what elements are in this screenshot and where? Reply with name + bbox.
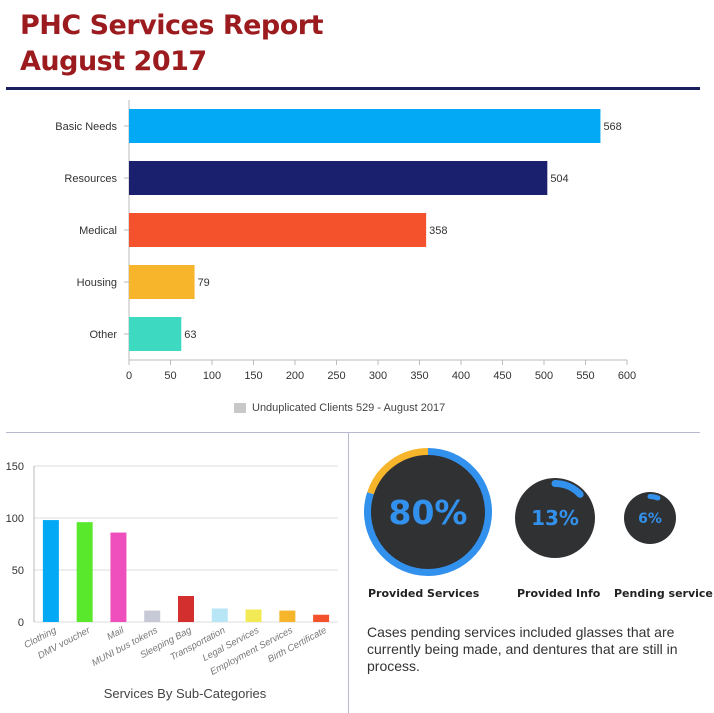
legend-label: Unduplicated Clients 529 - August 2017 <box>252 402 446 414</box>
bar-chart-legend[interactable]: Unduplicated Clients 529 - August 2017 <box>234 402 445 414</box>
gauge-disc-provided-services <box>370 454 486 570</box>
gauge-disc-provided-info <box>515 478 595 558</box>
x-tick-label: 0 <box>126 370 132 382</box>
x-tick-label: 100 <box>203 370 221 382</box>
x-tick-label: 350 <box>410 370 428 382</box>
gauge-value-provided-info: 13% <box>531 506 579 530</box>
bar-birth-certificate <box>313 614 330 622</box>
category-label-other: Other <box>89 329 117 341</box>
x-tick-label: 550 <box>576 370 594 382</box>
bar-muni-bus-tokens <box>144 610 161 622</box>
value-label-resources: 504 <box>550 173 568 185</box>
value-label-basic-needs: 568 <box>603 121 621 133</box>
gauge-label-pending-service: Pending service <box>614 587 713 600</box>
category-label-housing: Housing <box>77 277 117 289</box>
gauge-value-pending-service: 6% <box>638 511 662 527</box>
title-divider <box>6 87 700 90</box>
y-tick-label: 100 <box>6 513 24 525</box>
bar-resources <box>129 161 548 195</box>
bar-sleeping-bag <box>178 596 194 622</box>
x-tick-label: 500 <box>535 370 553 382</box>
value-label-other: 63 <box>184 329 196 341</box>
bar-medical <box>129 213 427 247</box>
category-label-resources: Resources <box>64 173 117 185</box>
y-tick-label: 0 <box>18 617 24 629</box>
gauge-value-provided-services: 80% <box>389 493 468 532</box>
x-tick-label: 300 <box>369 370 387 382</box>
bar-housing <box>129 265 195 299</box>
category-label-basic-needs: Basic Needs <box>55 121 117 133</box>
x-tick-label: 50 <box>164 370 176 382</box>
x-tick-label: 600 <box>618 370 636 382</box>
y-tick-label: 50 <box>12 565 24 577</box>
bar-clothing <box>42 520 59 622</box>
x-tick-label: 200 <box>286 370 304 382</box>
legend-swatch <box>234 403 246 413</box>
x-tick-label: 450 <box>493 370 511 382</box>
bar-mail <box>110 532 127 622</box>
value-label-medical: 358 <box>429 225 447 237</box>
bar-legal-services <box>245 609 262 622</box>
services-bar-chart: 0 50 100 150 200 250 300 350 400 450 500 550 600 Basi… <box>55 100 636 382</box>
gauge-label-provided-services: Provided Services <box>368 587 480 600</box>
value-label-housing: 79 <box>198 277 210 289</box>
report-title: PHC Services Report August 2017 <box>20 8 324 80</box>
y-tick-label: 150 <box>6 461 24 473</box>
bar-other <box>129 317 182 351</box>
report-title-line2: August 2017 <box>20 46 207 77</box>
bar-transportation <box>211 608 228 622</box>
gauge-progress-arc-provided-services <box>364 448 492 576</box>
section-divider-horizontal <box>6 432 700 433</box>
report-title-line1: PHC Services Report <box>20 10 324 41</box>
gauge-progress-arc-provided-info <box>551 480 584 498</box>
gauge-label-provided-info: Provided Info <box>517 587 601 600</box>
bar-employment-services <box>279 610 296 622</box>
bar-basic-needs <box>129 109 601 143</box>
x-tick-label: 400 <box>452 370 470 382</box>
bar-dmv-voucher <box>76 522 93 622</box>
category-label-medical: Medical <box>79 225 117 237</box>
pending-services-note: Cases pending services included glasses … <box>367 624 678 674</box>
gauge-remainder-arc-provided-services <box>367 448 429 495</box>
x-tick-label: 250 <box>327 370 345 382</box>
gauge-progress-arc-pending-service <box>647 494 661 501</box>
section-divider-vertical <box>348 432 349 713</box>
x-tick-label: 150 <box>244 370 262 382</box>
gauge-disc-pending-service <box>624 492 676 544</box>
subcategory-chart-title: Services By Sub-Categories <box>103 686 267 701</box>
